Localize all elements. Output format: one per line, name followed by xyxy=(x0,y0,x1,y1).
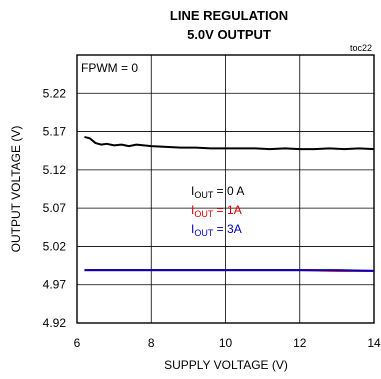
x-axis-label: SUPPLY VOLTAGE (V) xyxy=(164,358,288,372)
plot-frame xyxy=(76,54,375,324)
series-line-2 xyxy=(84,269,375,272)
y-tick-label-2: 5.02 xyxy=(43,239,67,253)
y-axis-label: OUTPUT VOLTAGE (V) xyxy=(9,126,23,253)
y-tick-labels: 4.92 4.97 5.02 5.07 5.12 5.17 5.22 xyxy=(43,86,67,330)
legend-entry-2: IOUT = 3A xyxy=(191,222,242,238)
y-tick-label-6: 5.22 xyxy=(43,86,67,100)
legend-entry-0: IOUT = 0 A xyxy=(191,184,244,200)
x-tick-label-2: 10 xyxy=(219,336,233,350)
y-tick-label-0: 4.92 xyxy=(43,316,67,330)
y-tick-label-4: 5.12 xyxy=(43,163,67,177)
x-tick-label-1: 8 xyxy=(148,336,155,350)
legend: IOUT = 0 A IOUT = 1A IOUT = 3A xyxy=(191,184,244,238)
y-tick-label-3: 5.07 xyxy=(43,201,67,215)
x-tick-label-3: 12 xyxy=(293,336,307,350)
chart-title: LINE REGULATION xyxy=(170,8,288,23)
y-tick-label-5: 5.17 xyxy=(43,125,67,139)
fpwm-annotation: FPWM = 0 xyxy=(81,61,138,75)
series-line-0 xyxy=(84,135,375,151)
x-tick-label-0: 6 xyxy=(74,336,81,350)
chart-subtitle: 5.0V OUTPUT xyxy=(187,27,271,42)
legend-entry-1: IOUT = 1A xyxy=(191,203,242,219)
figure-tag: toc22 xyxy=(350,43,372,53)
x-tick-labels: 6 8 10 12 14 xyxy=(74,336,381,350)
series-lines xyxy=(84,135,375,272)
y-tick-label-1: 4.97 xyxy=(43,278,67,292)
x-tick-label-4: 14 xyxy=(367,336,381,350)
